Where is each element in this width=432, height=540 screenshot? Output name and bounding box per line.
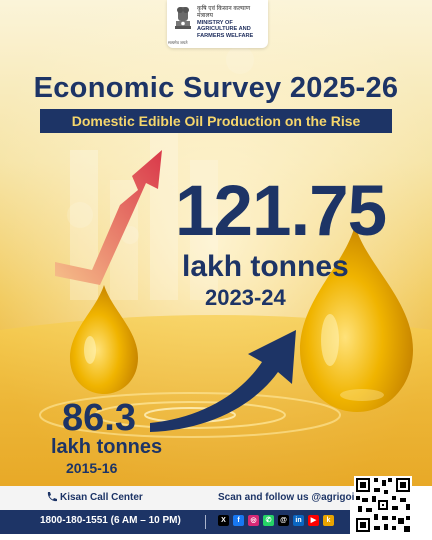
ministry-name-hindi: कृषि एवं किसान कल्याण मंत्रालय [197, 6, 251, 19]
page-title: Economic Survey 2025-26 [33, 72, 399, 104]
x-icon[interactable]: X [218, 515, 229, 526]
growth-arrow [55, 150, 162, 285]
helpline-number[interactable]: 1800-180-1551 (6 AM – 10 PM) [40, 515, 181, 526]
scan-follow-text: Scan and follow us @agrigoi [218, 492, 355, 503]
small-oil-drop [70, 285, 138, 394]
current-production-unit: lakh tonnes [182, 250, 349, 283]
subtitle-banner: Domestic Edible Oil Production on the Ri… [40, 109, 392, 133]
current-production-year: 2023-24 [205, 285, 286, 310]
whatsapp-icon[interactable]: ✆ [263, 515, 274, 526]
facebook-icon[interactable]: f [233, 515, 244, 526]
threads-icon[interactable]: @ [278, 515, 289, 526]
previous-production-value: 86.3 [62, 397, 136, 439]
footer-top-bar [0, 486, 350, 510]
linkedin-icon[interactable]: in [293, 515, 304, 526]
phone-icon [47, 492, 57, 502]
instagram-icon[interactable]: ◎ [248, 515, 259, 526]
footer-bottom-bar [0, 510, 350, 534]
ministry-name-english: MINISTRY OF AGRICULTURE AND FARMERS WELF… [197, 20, 254, 39]
rise-arrow [150, 330, 296, 432]
qr-code[interactable] [354, 476, 412, 534]
ministry-logo: सत्यमेव जयते कृषि एवं किसान कल्याण मंत्र… [167, 0, 268, 48]
previous-production-year: 2015-16 [66, 460, 118, 476]
current-production-value: 121.75 [175, 172, 387, 251]
previous-production-unit: lakh tonnes [51, 436, 163, 458]
koo-icon[interactable]: k [323, 515, 334, 526]
national-emblem-icon [175, 7, 191, 29]
kisan-call-center-label: Kisan Call Center [60, 492, 143, 503]
footer-divider [205, 515, 206, 529]
emblem-caption: सत्यमेव जयते [168, 40, 188, 45]
youtube-icon[interactable]: ▶ [308, 515, 319, 526]
